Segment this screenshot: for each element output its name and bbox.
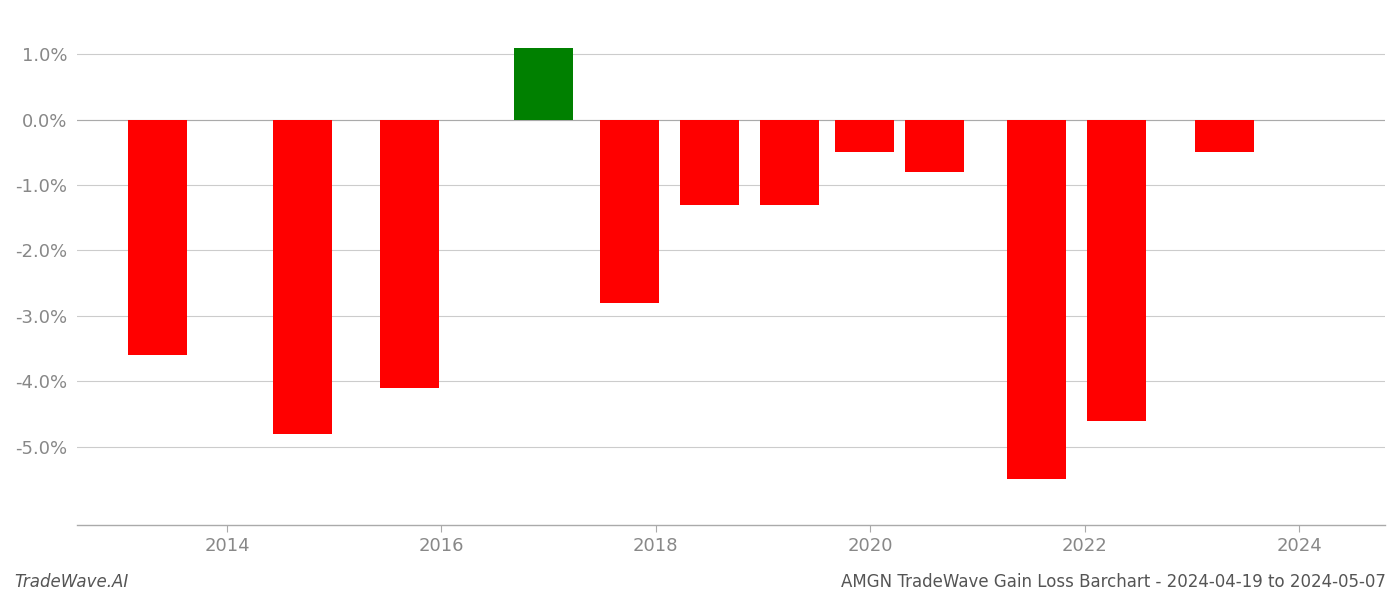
Bar xyxy=(1007,119,1065,479)
Bar xyxy=(760,119,819,205)
Text: AMGN TradeWave Gain Loss Barchart - 2024-04-19 to 2024-05-07: AMGN TradeWave Gain Loss Barchart - 2024… xyxy=(841,573,1386,591)
Bar xyxy=(906,119,965,172)
Bar xyxy=(680,119,739,205)
Bar xyxy=(127,119,186,355)
Bar xyxy=(599,119,658,303)
Bar xyxy=(514,48,573,119)
Text: TradeWave.AI: TradeWave.AI xyxy=(14,573,129,591)
Bar xyxy=(379,119,438,388)
Bar xyxy=(836,119,895,152)
Bar xyxy=(273,119,332,434)
Bar xyxy=(1088,119,1147,421)
Bar xyxy=(1194,119,1253,152)
